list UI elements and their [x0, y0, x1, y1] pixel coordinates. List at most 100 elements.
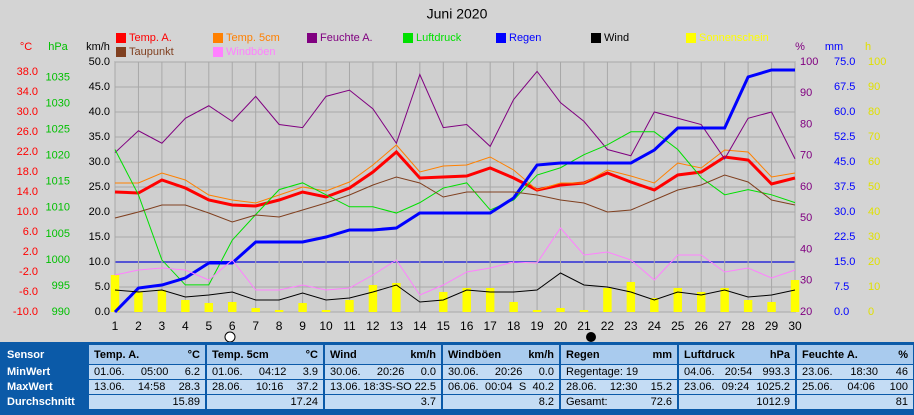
x-tick-label: 15: [437, 319, 451, 333]
y-tick-label: 100: [800, 56, 818, 68]
y-tick-label: 30.0: [17, 106, 38, 118]
column-name: Temp. A.: [94, 348, 140, 361]
stat-value: 17.24: [290, 396, 318, 408]
axis-unit: h: [865, 41, 871, 53]
stat-cell: 01.06. 04:12 3.9: [207, 365, 323, 379]
row-label-text: Sensor: [7, 348, 45, 361]
y-tick-label: 38.0: [17, 66, 38, 78]
x-tick-label: 22: [601, 319, 615, 333]
y-tick-label: 50: [800, 212, 812, 224]
stat-cell: 23.06. 18:30 46: [797, 365, 913, 379]
stat-value: 37.2: [296, 381, 318, 393]
x-tick-label: 20: [554, 319, 568, 333]
axis-unit: km/h: [86, 41, 110, 53]
stat-value: 13.06.: [330, 381, 361, 393]
column-unit: km/h: [410, 348, 436, 361]
bar: [579, 310, 589, 312]
stat-value: 1012.9: [756, 396, 790, 408]
stat-value: S: [518, 381, 527, 393]
bar: [673, 288, 682, 312]
column-unit: mm: [652, 348, 672, 361]
stat-cell: 15.89: [89, 395, 205, 409]
y-tick-label: 10: [868, 281, 880, 293]
stat-cell: 8.2: [443, 395, 559, 409]
column-name: Luftdruck: [684, 348, 735, 361]
stat-value: 12:30: [609, 381, 638, 393]
stat-cell: 28.06. 10:16 37.2: [207, 380, 323, 394]
x-tick-label: 5: [205, 319, 212, 333]
y-tick-label: 70: [800, 150, 812, 162]
row-label-text: Durchschnitt: [7, 396, 75, 408]
column-header: Feuchte A.%: [797, 345, 913, 364]
y-tick-label: 22.5: [834, 231, 855, 243]
y-tick-label: 0.0: [95, 306, 110, 318]
legend-label: Luftdruck: [416, 32, 462, 44]
legend-swatch: [686, 33, 696, 43]
legend-swatch: [116, 47, 126, 57]
x-tick-label: 24: [648, 319, 662, 333]
y-tick-label: -10.0: [13, 306, 38, 318]
y-tick-label: 1010: [46, 202, 70, 214]
x-tick-label: 10: [319, 319, 333, 333]
row-label: Durchschnitt: [2, 395, 86, 409]
x-tick-label: 18: [507, 319, 521, 333]
x-tick-label: 25: [671, 319, 685, 333]
y-tick-label: 70: [868, 131, 880, 143]
y-tick-label: 50: [868, 181, 880, 193]
stat-value: 8.2: [538, 396, 554, 408]
stat-cell: 30.06. 20:26 0.0: [443, 365, 559, 379]
y-tick-label: 30: [800, 275, 812, 287]
x-tick-label: 9: [299, 319, 306, 333]
stat-value: 23.06.: [802, 366, 833, 378]
bar: [767, 302, 776, 312]
x-tick-label: 23: [624, 319, 638, 333]
y-tick-label: 37.5: [834, 181, 855, 193]
stat-value: 15.89: [172, 396, 200, 408]
stat-cell: 28.06. 12:30 15.2: [561, 380, 677, 394]
moon-new: [586, 332, 596, 342]
stat-value: 72.6: [650, 396, 672, 408]
line: [114, 149, 796, 208]
column-header: Windböen km/h: [443, 345, 559, 364]
y-tick-label: 2.0: [23, 246, 38, 258]
stat-value: 6.2: [184, 366, 200, 378]
y-tick-label: 50.0: [89, 56, 110, 68]
y-tick-label: 18.0: [17, 166, 38, 178]
stat-value: 04.06.: [684, 366, 715, 378]
stat-value: 993.3: [762, 366, 790, 378]
legend-label: Feuchte A.: [320, 32, 373, 44]
line: [114, 272, 796, 303]
column-name: Wind: [330, 348, 357, 361]
line: [114, 131, 796, 286]
stat-value: 20:54: [724, 366, 753, 378]
bar: [720, 288, 729, 312]
y-tick-label: 20.0: [89, 206, 110, 218]
stat-cell: Regentage: 19: [561, 365, 677, 379]
bar: [485, 288, 495, 312]
bar: [626, 282, 636, 312]
bar: [603, 288, 612, 312]
y-tick-label: 45.0: [89, 81, 110, 93]
x-tick-label: 1: [112, 319, 119, 333]
stat-cell: 81: [797, 395, 913, 409]
y-tick-label: 1000: [46, 254, 70, 266]
x-tick-label: 2: [135, 319, 142, 333]
bar: [439, 292, 448, 312]
stat-cell: 06.06. 00:04 S 40.2: [443, 380, 559, 394]
stat-value: 30.06.: [330, 366, 361, 378]
y-tick-label: 1030: [46, 98, 70, 110]
stat-value: 40.2: [532, 381, 554, 393]
stat-value: Gesamt:: [566, 396, 608, 408]
row-label-text: MinWert: [7, 366, 51, 378]
x-tick-label: 17: [483, 319, 497, 333]
stat-value: 20:26: [376, 366, 405, 378]
stat-value: 0.0: [538, 366, 554, 378]
stat-value: 18:30: [850, 366, 878, 378]
y-tick-label: 30.0: [89, 156, 110, 168]
stat-cell: 01.06. 05:00 6.2: [89, 365, 205, 379]
column-name: Temp. 5cm: [212, 348, 269, 361]
y-tick-label: 20: [868, 256, 880, 268]
bar: [157, 290, 167, 312]
stat-cell: 13.06. 14:58 28.3: [89, 380, 205, 394]
